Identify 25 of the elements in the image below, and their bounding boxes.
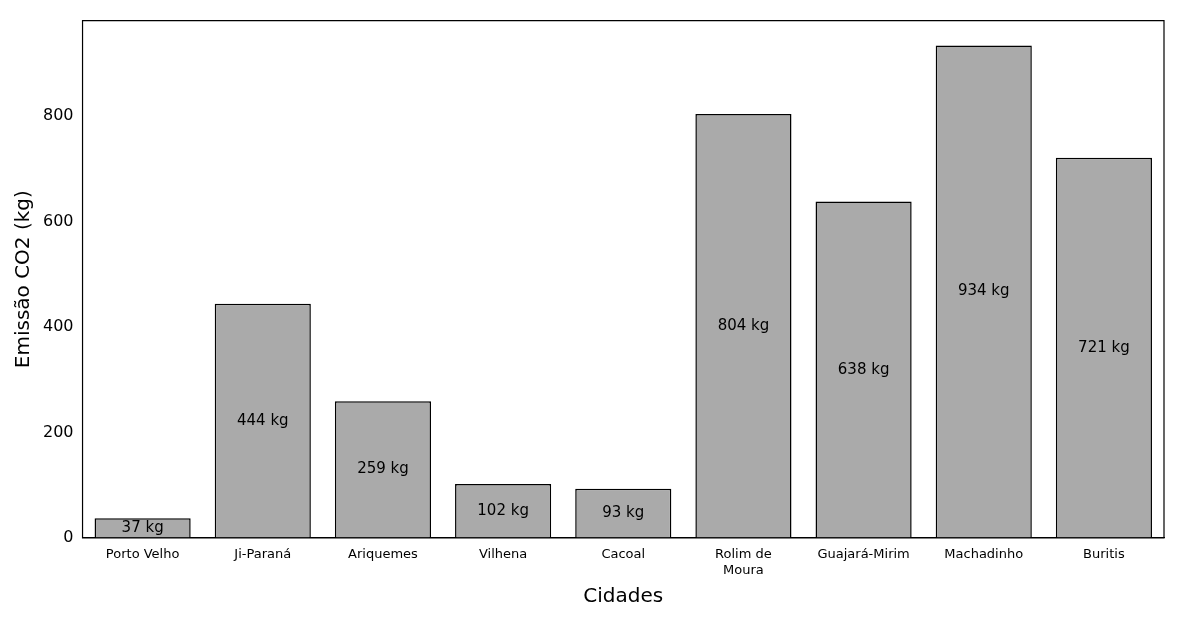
x-tick-label: Vilhena xyxy=(478,545,528,561)
data-label: 37 kg xyxy=(121,517,164,536)
data-label: 259 kg xyxy=(357,459,409,478)
x-tick-label: Rolim de Moura xyxy=(715,545,772,577)
x-axis-title: Cidades xyxy=(583,583,664,608)
data-label: 804 kg xyxy=(717,315,770,334)
x-tick-label: Buritis xyxy=(1083,545,1125,561)
data-label: 934 kg xyxy=(957,281,1010,300)
x-tick-label: Machadinho xyxy=(944,545,1024,561)
data-label: 102 kg xyxy=(477,500,529,519)
data-label: 93 kg xyxy=(602,503,645,522)
y-axis-title: Emissão CO2 (kg) xyxy=(10,190,35,369)
y-tick-label: 200 xyxy=(42,421,74,441)
y-tick-label: 400 xyxy=(42,316,74,336)
y-tick-label: 600 xyxy=(42,210,74,230)
x-tick-label: Guajará-Mirim xyxy=(817,545,910,561)
data-label: 721 kg xyxy=(1078,337,1130,356)
y-tick-label: 0 xyxy=(63,526,74,546)
data-label: 444 kg xyxy=(236,410,289,429)
y-tick-label: 800 xyxy=(42,105,74,125)
x-tick-label: Porto Velho xyxy=(105,545,180,561)
x-tick-label: Ariquemes xyxy=(348,545,419,561)
x-tick-label: Cacoal xyxy=(601,545,646,561)
data-label: 638 kg xyxy=(837,359,890,378)
x-tick-label: Ji-Paraná xyxy=(233,545,292,561)
